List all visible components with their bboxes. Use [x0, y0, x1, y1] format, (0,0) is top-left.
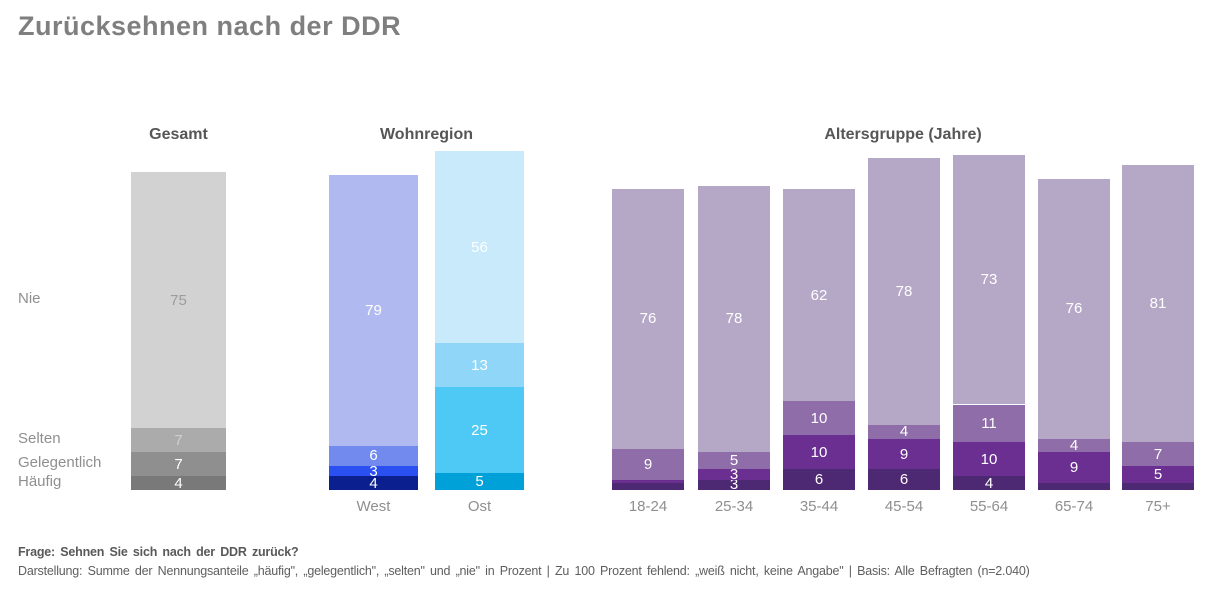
category-label-nie: Nie: [18, 290, 41, 308]
bar-segment-gelegentlich: [612, 479, 684, 484]
bar-segment-selten: 13: [435, 342, 524, 388]
question-text: Frage: Sehnen Sie sich nach der DDR zurü…: [18, 545, 299, 559]
x-axis-label-west: West: [356, 498, 391, 515]
bar-segment-selten: 7: [131, 428, 226, 453]
bar-segment-gelegentlich: 7: [131, 452, 226, 477]
bar-segment-nie: 75: [131, 171, 226, 429]
category-label-selten: Selten: [18, 430, 61, 448]
bar-segment-selten: 4: [1038, 438, 1110, 453]
bar-segment-gelegentlich: 25: [435, 387, 524, 473]
bar-segment-selten: 11: [953, 404, 1025, 443]
bar-segment-gelegentlich: 3: [698, 467, 770, 482]
bar-segment-nie: 81: [1122, 165, 1194, 443]
bar-segment-haeufig: [1038, 483, 1110, 490]
x-axis-label-65-74: 65-74: [1054, 498, 1094, 515]
group-header-wohnregion: Wohnregion: [379, 126, 474, 143]
x-axis-label-25-34: 25-34: [714, 498, 754, 515]
bar-segment-selten: 9: [612, 448, 684, 480]
bar-segment-haeufig: 4: [329, 476, 418, 490]
group-header-gesamt: Gesamt: [149, 126, 208, 143]
category-label-haeufig: Häufig: [18, 473, 62, 491]
bar-segment-selten: 7: [1122, 442, 1194, 467]
bar-segment-nie: 62: [783, 189, 855, 402]
bar-segment-selten: 4: [868, 425, 940, 439]
bar-segment-selten: 10: [783, 401, 855, 436]
bar-segment-gelegentlich: 9: [1038, 452, 1110, 484]
bar-segment-nie: 76: [612, 189, 684, 449]
bar-segment-haeufig: 4: [131, 476, 226, 490]
bar-segment-nie: 79: [329, 175, 418, 446]
footnote: Frage: Sehnen Sie sich nach der DDR zurü…: [18, 545, 1208, 578]
bar-segment-gelegentlich: 5: [1122, 466, 1194, 484]
bar-segment-nie: 56: [435, 151, 524, 343]
x-axis-label-18-24: 18-24: [628, 498, 668, 515]
bar-segment-gelegentlich: 10: [783, 435, 855, 470]
bar-segment-haeufig: 4: [953, 476, 1025, 490]
bar-segment-haeufig: 3: [698, 477, 770, 493]
x-axis-label-75-: 75+: [1145, 498, 1171, 515]
bar-segment-haeufig: 5: [435, 472, 524, 490]
bar-segment-gelegentlich: 3: [329, 463, 418, 479]
bar-segment-haeufig: 6: [868, 469, 940, 490]
category-label-gelegentlich: Gelegentlich: [18, 454, 102, 472]
bar-segment-nie: 76: [1038, 178, 1110, 439]
bar-segment-haeufig: [1122, 483, 1194, 490]
x-axis-label-55-64: 55-64: [969, 498, 1009, 515]
bar-segment-nie: 78: [698, 185, 770, 453]
group-header-alters: Altersgruppe (Jahre): [824, 126, 982, 143]
bar-segment-haeufig: 6: [783, 469, 855, 490]
bar-segment-selten: 5: [698, 452, 770, 470]
x-axis-label-45-54: 45-54: [884, 498, 924, 515]
bar-segment-nie: 73: [953, 154, 1025, 405]
chart-title: Zurücksehnen nach der DDR: [18, 11, 402, 41]
bar-segment-nie: 78: [868, 158, 940, 425]
bar-segment-gelegentlich: 10: [953, 442, 1025, 477]
source-note: Darstellung: Summe der Nennungsanteile „…: [18, 564, 1030, 578]
bar-segment-haeufig: [612, 483, 684, 490]
bar-segment-gelegentlich: 9: [868, 438, 940, 470]
bar-segment-selten: 6: [329, 445, 418, 467]
x-axis-label-ost: Ost: [467, 498, 492, 515]
x-axis-label-35-44: 35-44: [799, 498, 839, 515]
